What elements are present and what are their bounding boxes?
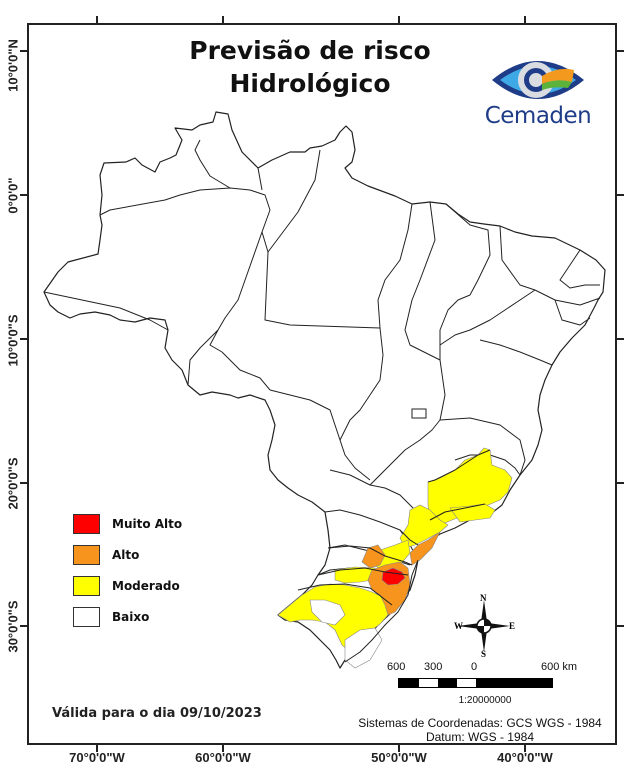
validity-date: Válida para o dia 09/10/2023 — [52, 706, 262, 721]
compass-s: S — [481, 649, 487, 659]
tick-right-0 — [617, 194, 624, 196]
map-title: Previsão de risco Hidrológico — [160, 34, 460, 100]
tick-bottom-50w — [398, 745, 400, 752]
tick-top-50w — [398, 16, 400, 23]
lon-label-50w: 50°0'0"W — [371, 750, 427, 765]
distrito-federal — [411, 408, 427, 419]
legend-label: Alto — [112, 547, 140, 562]
tick-right-30s — [617, 625, 624, 627]
title-line-2: Hidrológico — [229, 69, 391, 98]
scale-label-300: 300 — [424, 661, 443, 673]
legend-label: Muito Alto — [112, 516, 183, 531]
scale-label-600-left: 600 — [387, 661, 406, 673]
tick-left-20s — [20, 482, 27, 484]
tick-right-10s — [617, 338, 624, 340]
cemaden-logo-icon — [492, 61, 584, 99]
swatch-alto — [73, 544, 100, 565]
cemaden-logo-text: Cemaden — [484, 103, 592, 129]
tick-bottom-40w — [524, 745, 526, 752]
tick-left-0 — [20, 194, 27, 196]
swatch-muito-alto — [73, 513, 100, 534]
tick-right-10n — [617, 50, 624, 52]
swatch-baixo — [73, 606, 100, 627]
scale-label-600-km: 600 km — [541, 661, 578, 673]
compass-n: N — [480, 593, 487, 603]
tick-left-10s — [20, 338, 27, 340]
legend-item-baixo: Baixo — [73, 601, 182, 632]
legend: Muito Alto Alto Moderado Baixo — [73, 508, 182, 632]
legend-label: Moderado — [112, 578, 180, 593]
lon-label-40w: 40°0'0"W — [497, 750, 553, 765]
legend-item-alto: Alto — [73, 539, 182, 570]
coordinate-system-line: Sistemas de Coordenadas: GCS WGS - 1984 — [358, 716, 602, 730]
compass-w: W — [454, 621, 463, 631]
swatch-moderado — [73, 575, 100, 596]
coordinate-system-info: Sistemas de Coordenadas: GCS WGS - 1984 … — [345, 716, 615, 744]
datum-line: Datum: WGS - 1984 — [425, 730, 535, 744]
compass-e: E — [509, 621, 516, 631]
legend-label: Baixo — [112, 609, 150, 624]
title-line-1: Previsão de risco — [189, 36, 431, 65]
lon-label-70w: 70°0'0"W — [69, 750, 125, 765]
tick-right-20s — [617, 482, 624, 484]
legend-item-moderado: Moderado — [73, 570, 182, 601]
scale-ratio: 1:20000000 — [458, 695, 512, 706]
legend-item-muito-alto: Muito Alto — [73, 508, 182, 539]
north-arrow-compass-icon — [458, 600, 510, 652]
tick-bottom-70w — [96, 745, 98, 752]
scale-label-0: 0 — [471, 661, 478, 673]
scale-bar — [398, 678, 553, 688]
brazil-outline — [43, 111, 606, 669]
tick-top-60w — [222, 16, 224, 23]
tick-top-70w — [96, 16, 98, 23]
tick-top-40w — [524, 16, 526, 23]
lon-label-60w: 60°0'0"W — [195, 750, 251, 765]
tick-bottom-60w — [222, 745, 224, 752]
tick-left-10n — [20, 50, 27, 52]
tick-left-30s — [20, 625, 27, 627]
